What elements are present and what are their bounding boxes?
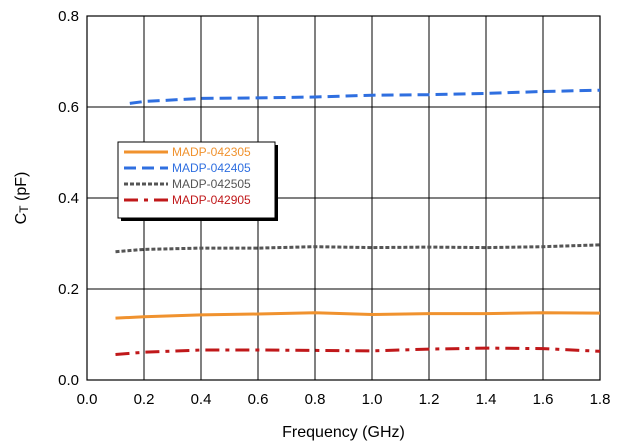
- x-tick-label: 0.2: [134, 391, 155, 408]
- x-tick-label: 0.8: [305, 391, 326, 408]
- x-tick-label: 0.0: [77, 391, 98, 408]
- series-line-3: [115, 243, 601, 254]
- legend: MADP-042305 MADP-042405 MADP-042505 MADP-04…: [117, 141, 278, 221]
- series-lines: [115, 88, 601, 356]
- y-tick-label: 0.8: [58, 8, 79, 25]
- series-line-1: [115, 311, 601, 320]
- y-axis-ticks: 0.0 0.2 0.4 0.6 0.8: [58, 8, 79, 389]
- x-tick-label: 1.6: [533, 391, 554, 408]
- legend-box: [117, 141, 276, 219]
- y-axis-label-unit: (pF): [13, 172, 30, 206]
- x-tick-label: 1.0: [362, 391, 383, 408]
- legend-label-4: MADP-042905: [172, 193, 251, 207]
- legend-label-2: MADP-042405: [172, 161, 251, 175]
- x-tick-label: 1.8: [590, 391, 611, 408]
- plot-frame: [86, 15, 601, 381]
- x-tick-label: 1.2: [419, 391, 440, 408]
- x-axis-label: Frequency (GHz): [282, 424, 405, 441]
- legend-label-1: MADP-042305: [172, 145, 251, 159]
- y-axis-label-subscript: T: [17, 205, 31, 213]
- x-tick-label: 0.6: [248, 391, 269, 408]
- y-tick-label: 0.4: [58, 190, 79, 207]
- y-axis-label-main: C: [13, 213, 30, 225]
- x-tick-label: 1.4: [476, 391, 497, 408]
- legend-label-3: MADP-042505: [172, 177, 251, 191]
- y-tick-label: 0.2: [58, 281, 79, 298]
- y-tick-label: 0.0: [58, 372, 79, 389]
- y-tick-label: 0.6: [58, 99, 79, 116]
- x-axis-ticks: 0.0 0.2 0.4 0.6 0.8 1.0 1.2 1.4 1.6 1.8: [77, 391, 611, 408]
- y-axis-label: CT (pF): [13, 172, 31, 225]
- series-line-4: [115, 346, 601, 356]
- series-line-2: [129, 88, 601, 105]
- x-tick-label: 0.4: [191, 391, 212, 408]
